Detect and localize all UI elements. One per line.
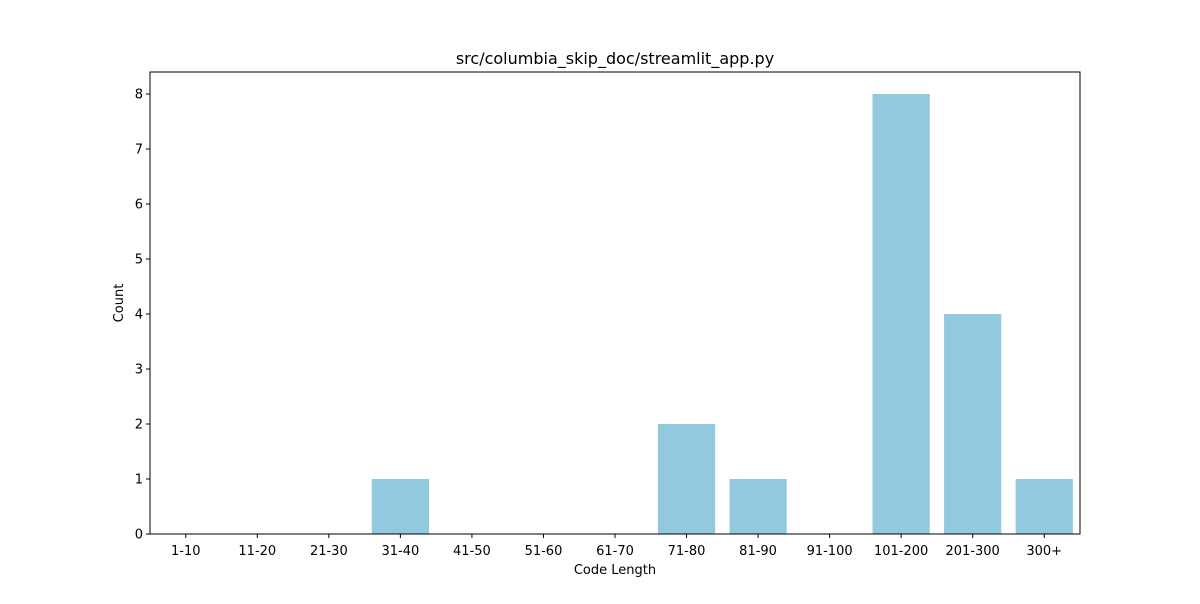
bar-31-40 bbox=[371, 479, 429, 534]
x-tick-label: 61-70 bbox=[596, 544, 634, 559]
y-tick-label: 0 bbox=[135, 528, 143, 543]
x-tick-label: 51-60 bbox=[525, 544, 563, 559]
x-tick-label: 101-200 bbox=[874, 544, 928, 559]
x-tick-label: 300+ bbox=[1026, 544, 1062, 559]
y-tick-label: 3 bbox=[135, 363, 143, 378]
y-tick-label: 2 bbox=[135, 418, 143, 433]
x-tick-label: 21-30 bbox=[310, 544, 348, 559]
bar-300+ bbox=[1015, 479, 1073, 534]
x-tick-label: 31-40 bbox=[381, 544, 419, 559]
y-axis: 0 1 2 3 4 5 6 7 8 bbox=[135, 88, 150, 543]
y-tick-label: 4 bbox=[135, 308, 143, 323]
x-tick-label: 81-90 bbox=[739, 544, 777, 559]
x-tick-label: 1-10 bbox=[171, 544, 201, 559]
y-tick-label: 8 bbox=[135, 88, 143, 103]
x-tick-label: 11-20 bbox=[238, 544, 276, 559]
bar-81-90 bbox=[729, 479, 787, 534]
x-tick-label: 71-80 bbox=[668, 544, 706, 559]
chart-title: src/columbia_skip_doc/streamlit_app.py bbox=[456, 49, 774, 69]
x-tick-label: 91-100 bbox=[807, 544, 853, 559]
y-tick-label: 5 bbox=[135, 253, 143, 268]
y-tick-label: 7 bbox=[135, 143, 143, 158]
bar-101-200 bbox=[872, 94, 930, 534]
y-tick-label: 1 bbox=[135, 473, 143, 488]
bars-group bbox=[371, 94, 1073, 534]
y-axis-label: Count bbox=[112, 284, 127, 323]
plot-area-frame bbox=[149, 71, 1081, 535]
x-tick-label: 201-300 bbox=[946, 544, 1000, 559]
x-axis: 1-10 11-20 21-30 31-40 41-50 51-60 61-70 71-80 8… bbox=[171, 534, 1062, 559]
bar-71-80 bbox=[657, 424, 716, 534]
y-tick-label: 6 bbox=[135, 198, 143, 213]
bar-201-300 bbox=[944, 314, 1002, 534]
x-tick-label: 41-50 bbox=[453, 544, 491, 559]
x-axis-label: Code Length bbox=[574, 563, 656, 578]
